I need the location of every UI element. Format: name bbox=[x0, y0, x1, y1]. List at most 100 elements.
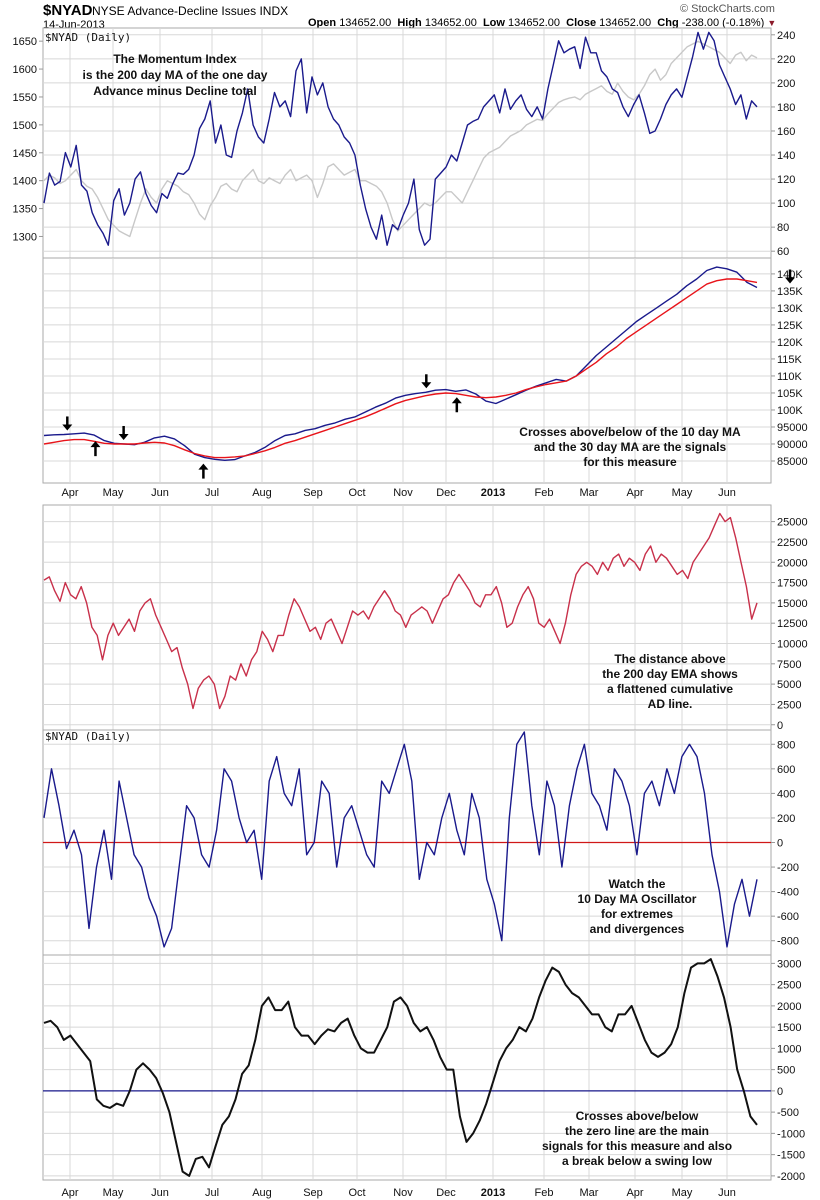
stockcharts-credit: © StockCharts.com bbox=[680, 3, 775, 15]
y-tick-label-right: -200 bbox=[777, 862, 799, 874]
y-tick-label-right: 125K bbox=[777, 320, 803, 332]
high-label: High bbox=[397, 17, 422, 29]
x-tick-label: Jun bbox=[718, 487, 736, 499]
y-tick-label-right: -1500 bbox=[777, 1150, 805, 1162]
open-label: Open bbox=[308, 17, 337, 29]
x-tick-label: Jul bbox=[205, 1187, 219, 1199]
x-axis-2: Apr May Jun Jul Aug Sep Oct Nov Dec 2013 Feb Mar Apr… bbox=[61, 1187, 735, 1199]
x-axis-1: Apr May Jun Jul Aug Sep Oct Nov Dec 2013 Feb Mar Apr… bbox=[61, 487, 735, 499]
y-tick-label-right: 10000 bbox=[777, 639, 808, 651]
x-tick-label: Aug bbox=[252, 487, 272, 499]
y-tick-label-right: 200 bbox=[777, 78, 795, 90]
x-tick-label: Mar bbox=[580, 487, 599, 499]
y-tick-label-right: 25000 bbox=[777, 517, 808, 529]
annotation-text: The Momentum Index bbox=[113, 52, 237, 66]
y-tick-label-right: -600 bbox=[777, 911, 799, 923]
y-tick-label-right: 7500 bbox=[777, 659, 801, 671]
annotation-text: Crosses above/below bbox=[576, 1109, 699, 1123]
y-tick-label-right: 130K bbox=[777, 303, 803, 315]
x-tick-label: May bbox=[103, 1187, 124, 1199]
y-tick-label-right: 2500 bbox=[777, 699, 801, 711]
y-tick-label-right: 2500 bbox=[777, 980, 801, 992]
annotation-text: Advance minus Decline total bbox=[93, 84, 256, 98]
arrow-down-icon bbox=[785, 269, 796, 284]
y-tick-label-right: 220 bbox=[777, 54, 795, 66]
arrow-down-icon bbox=[421, 374, 432, 389]
series-line-navy bbox=[43, 31, 758, 246]
chart-symbol: $NYAD bbox=[43, 2, 93, 19]
x-tick-label: Sep bbox=[303, 487, 323, 499]
y-tick-label-right: 115K bbox=[777, 354, 803, 366]
x-tick-label: Nov bbox=[393, 487, 413, 499]
y-tick-label-right: 180 bbox=[777, 102, 795, 114]
arrow-up-icon bbox=[90, 441, 101, 457]
y-tick-label-right: 800 bbox=[777, 739, 795, 751]
x-tick-label: Jun bbox=[718, 1187, 736, 1199]
panel-4: 800 600 400 200 0 -200 -400 -600 -800 $NYAD (Dail… bbox=[42, 729, 799, 956]
y-tick-label-left: 1500 bbox=[13, 120, 37, 132]
y-tick-label-right: 95000 bbox=[777, 422, 808, 434]
y-tick-label-right: 85000 bbox=[777, 456, 808, 468]
y-tick-label-left: 1300 bbox=[13, 231, 37, 243]
x-tick-label: Jul bbox=[205, 487, 219, 499]
series-line-black bbox=[43, 958, 758, 1177]
x-tick-label: May bbox=[103, 487, 124, 499]
y-tick-label-right: 500 bbox=[777, 1065, 795, 1077]
down-triangle-icon: ▼ bbox=[767, 18, 777, 28]
x-tick-label: Dec bbox=[436, 487, 456, 499]
y-tick-label-left: 1550 bbox=[13, 92, 37, 104]
y-tick-label-left: 1450 bbox=[13, 148, 37, 160]
panel-5: 3000 2500 2000 1500 1000 500 0 -500 -1000 -1500 -2… bbox=[42, 954, 805, 1183]
y-tick-label-right: -800 bbox=[777, 936, 799, 948]
y-tick-label-right: 135K bbox=[777, 286, 803, 298]
quote-bar: Open 134652.00 High 134652.00 Low 134652… bbox=[308, 17, 776, 29]
x-tick-label: May bbox=[672, 1187, 693, 1199]
y-tick-label-right: 0 bbox=[777, 1086, 783, 1098]
y-tick-label-right: -2000 bbox=[777, 1171, 805, 1183]
y-tick-label-right: -1000 bbox=[777, 1128, 805, 1140]
x-tick-label: Feb bbox=[535, 1187, 554, 1199]
y-tick-label-right: 0 bbox=[777, 838, 783, 850]
series-line-navy bbox=[43, 266, 758, 461]
x-tick-label: Feb bbox=[535, 487, 554, 499]
y-tick-label-right: 3000 bbox=[777, 958, 801, 970]
x-tick-label: Apr bbox=[61, 487, 78, 499]
y-tick-label-left: 1650 bbox=[13, 36, 37, 48]
annotation-text: AD line. bbox=[648, 697, 693, 711]
annotation-text: signals for this measure and also bbox=[542, 1139, 732, 1153]
series-line-red bbox=[43, 278, 758, 459]
y-tick-label-right: 240 bbox=[777, 30, 795, 42]
y-tick-label-right: 105K bbox=[777, 388, 803, 400]
y-tick-label-right: 110K bbox=[777, 371, 803, 383]
y-tick-label-right: -400 bbox=[777, 887, 799, 899]
panel-frame bbox=[42, 257, 772, 484]
low-label: Low bbox=[482, 17, 505, 29]
x-tick-label: 2013 bbox=[481, 1187, 505, 1199]
y-tick-label-right: 60 bbox=[777, 246, 789, 258]
arrow-up-icon bbox=[451, 397, 462, 413]
x-tick-label: Oct bbox=[348, 1187, 365, 1199]
y-tick-label-left: 1400 bbox=[13, 176, 37, 188]
x-tick-label: Nov bbox=[393, 1187, 413, 1199]
y-tick-label-right: 22500 bbox=[777, 537, 808, 549]
y-tick-label-right: 1000 bbox=[777, 1043, 801, 1055]
chart-name: NYSE Advance-Decline Issues INDX bbox=[92, 4, 288, 18]
x-tick-label: Dec bbox=[436, 1187, 456, 1199]
annotation-text: and divergences bbox=[590, 922, 685, 936]
high-value: 134652.00 bbox=[424, 17, 477, 29]
y-tick-label-right: 80 bbox=[777, 222, 789, 234]
y-tick-label-left: 1600 bbox=[13, 64, 37, 76]
panel-2: 140K135K130K125K120K115K110K105K100K9500… bbox=[42, 257, 808, 484]
x-tick-label: Apr bbox=[61, 1187, 78, 1199]
annotation-text: a flattened cumulative bbox=[607, 682, 733, 696]
panel-1: 240 220 200 180 160 140 120 100 80 60 1650 1600 1550… bbox=[13, 27, 795, 259]
annotation-text: is the 200 day MA of the one day bbox=[83, 68, 268, 82]
annotation-text: Watch the bbox=[609, 877, 666, 891]
annotation-text: for extremes bbox=[601, 907, 673, 921]
y-tick-label-right: 140 bbox=[777, 150, 795, 162]
chart-title: NYSE Advance-Decline Issues bbox=[92, 4, 257, 18]
low-value: 134652.00 bbox=[508, 17, 561, 29]
panel-frame bbox=[42, 504, 772, 731]
y-tick-label-right: 400 bbox=[777, 788, 795, 800]
